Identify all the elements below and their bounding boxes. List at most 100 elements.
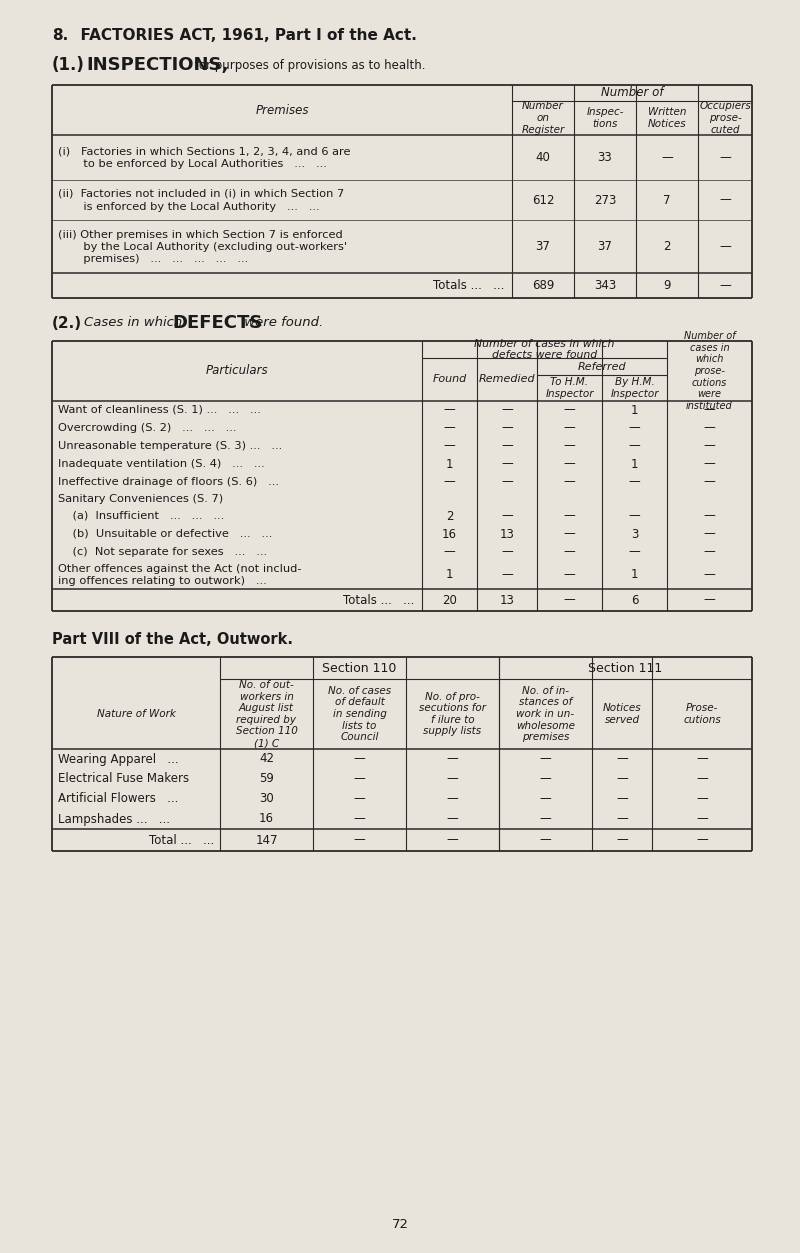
Text: Section 111: Section 111 (588, 662, 662, 674)
Text: Written
Notices: Written Notices (648, 108, 686, 129)
Text: —: — (719, 193, 731, 207)
Text: Cases in which: Cases in which (84, 317, 186, 330)
Text: 33: 33 (598, 152, 612, 164)
Text: —: — (629, 421, 640, 435)
Text: Number of: Number of (601, 86, 663, 99)
Text: —: — (704, 510, 715, 523)
Text: 16: 16 (442, 528, 457, 540)
Text: —: — (354, 833, 366, 847)
Text: —: — (629, 475, 640, 489)
Text: —: — (444, 440, 455, 452)
Text: —: — (696, 753, 708, 766)
Text: (1.): (1.) (52, 56, 85, 74)
Text: Inadequate ventilation (S. 4)   ...   ...: Inadequate ventilation (S. 4) ... ... (58, 459, 265, 469)
Text: 273: 273 (594, 193, 616, 207)
Text: Electrical Fuse Makers: Electrical Fuse Makers (58, 773, 189, 786)
Text: —: — (501, 569, 513, 581)
Text: DEFECTS: DEFECTS (172, 315, 262, 332)
Text: —: — (564, 403, 575, 416)
Text: 689: 689 (532, 279, 554, 292)
Text: premises)   ...   ...   ...   ...   ...: premises) ... ... ... ... ... (58, 253, 248, 263)
Text: —: — (564, 421, 575, 435)
Text: Notices
served: Notices served (602, 703, 642, 724)
Text: To H.M.
Inspector: To H.M. Inspector (546, 377, 594, 398)
Text: —: — (616, 773, 628, 786)
Text: —: — (704, 528, 715, 540)
Text: —: — (696, 812, 708, 826)
Text: —: — (446, 833, 458, 847)
Text: —: — (354, 792, 366, 806)
Text: 7: 7 (663, 193, 670, 207)
Text: —: — (446, 773, 458, 786)
Text: —: — (540, 833, 551, 847)
Text: is enforced by the Local Authority   ...   ...: is enforced by the Local Authority ... .… (58, 202, 320, 212)
Text: —: — (704, 457, 715, 470)
Text: for purposes of provisions as to health.: for purposes of provisions as to health. (191, 59, 426, 71)
Text: Unreasonable temperature (S. 3) ...   ...: Unreasonable temperature (S. 3) ... ... (58, 441, 282, 451)
Text: Remedied: Remedied (478, 375, 535, 385)
Text: (a)  Insufficient   ...   ...   ...: (a) Insufficient ... ... ... (58, 511, 224, 521)
Text: Lampshades ...   ...: Lampshades ... ... (58, 812, 170, 826)
Text: —: — (501, 440, 513, 452)
Text: —: — (564, 545, 575, 559)
Text: —: — (564, 475, 575, 489)
Text: —: — (444, 475, 455, 489)
Text: —: — (629, 510, 640, 523)
Text: were found.: were found. (240, 317, 323, 330)
Text: By H.M.
Inspector: By H.M. Inspector (610, 377, 658, 398)
Text: —: — (616, 833, 628, 847)
Text: —: — (354, 753, 366, 766)
Text: —: — (446, 753, 458, 766)
Text: —: — (354, 812, 366, 826)
Text: —: — (354, 773, 366, 786)
Text: —: — (696, 773, 708, 786)
Text: Ineffective drainage of floors (S. 6)   ...: Ineffective drainage of floors (S. 6) ..… (58, 477, 279, 487)
Text: 1: 1 (630, 403, 638, 416)
Text: Number of
cases in
which
prose-
cutions
were
instituted: Number of cases in which prose- cutions … (684, 331, 735, 411)
Text: 72: 72 (391, 1218, 409, 1232)
Text: 2: 2 (663, 241, 670, 253)
Text: 8.: 8. (52, 28, 68, 43)
Text: Artificial Flowers   ...: Artificial Flowers ... (58, 792, 178, 806)
Text: Part VIII of the Act, Outwork.: Part VIII of the Act, Outwork. (52, 632, 293, 647)
Text: (iii) Other premises in which Section 7 is enforced: (iii) Other premises in which Section 7 … (58, 229, 342, 239)
Text: Number of cases in which
defects were found: Number of cases in which defects were fo… (474, 338, 614, 361)
Text: —: — (704, 569, 715, 581)
Text: 9: 9 (663, 279, 670, 292)
Text: 1: 1 (630, 457, 638, 470)
Text: —: — (540, 792, 551, 806)
Text: Premises: Premises (255, 104, 309, 117)
Text: —: — (719, 241, 731, 253)
Text: —: — (616, 792, 628, 806)
Text: Inspec-
tions: Inspec- tions (586, 108, 624, 129)
Text: Want of cleanliness (S. 1) ...   ...   ...: Want of cleanliness (S. 1) ... ... ... (58, 405, 261, 415)
Text: —: — (540, 812, 551, 826)
Text: to be enforced by Local Authorities   ...   ...: to be enforced by Local Authorities ... … (58, 159, 327, 169)
Text: (2.): (2.) (52, 316, 82, 331)
Text: —: — (444, 421, 455, 435)
Text: 343: 343 (594, 279, 616, 292)
Text: —: — (564, 528, 575, 540)
Text: —: — (629, 440, 640, 452)
Text: —: — (719, 279, 731, 292)
Text: —: — (564, 569, 575, 581)
Text: —: — (704, 421, 715, 435)
Text: by the Local Authority (excluding out-workers': by the Local Authority (excluding out-wo… (58, 242, 347, 252)
Text: —: — (564, 457, 575, 470)
Text: 42: 42 (259, 753, 274, 766)
Text: Other offences against the Act (not includ-: Other offences against the Act (not incl… (58, 564, 302, 574)
Text: 1: 1 (446, 569, 454, 581)
Text: Total ...   ...: Total ... ... (149, 833, 214, 847)
Text: Totals ...   ...: Totals ... ... (342, 594, 414, 606)
Text: —: — (501, 475, 513, 489)
Text: —: — (446, 792, 458, 806)
Text: Nature of Work: Nature of Work (97, 709, 175, 719)
Text: 6: 6 (630, 594, 638, 606)
Text: Found: Found (432, 375, 466, 385)
Text: ing offences relating to outwork)   ...: ing offences relating to outwork) ... (58, 576, 266, 586)
Text: Wearing Apparel   ...: Wearing Apparel ... (58, 753, 178, 766)
Text: Overcrowding (S. 2)   ...   ...   ...: Overcrowding (S. 2) ... ... ... (58, 424, 237, 434)
Text: —: — (501, 545, 513, 559)
Text: —: — (704, 475, 715, 489)
Text: 2: 2 (446, 510, 454, 523)
